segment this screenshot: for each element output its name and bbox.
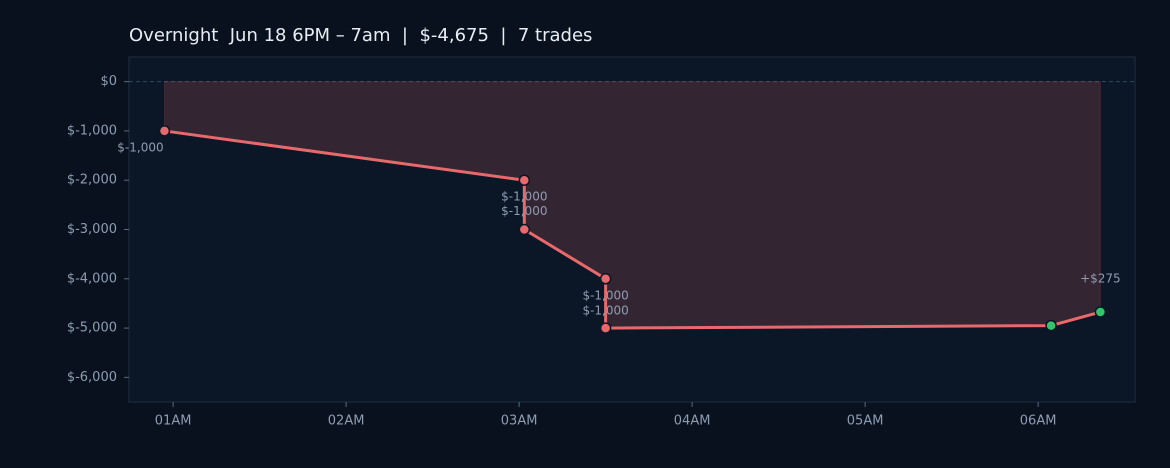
y-tick-label: $-3,000 [67, 222, 117, 237]
trade-label: $-1,000 [582, 288, 628, 302]
trade-point [1094, 306, 1107, 318]
x-tick-label: 05AM [847, 414, 884, 429]
trade-label: $-1,000 [501, 204, 547, 218]
trade-label: $-1,000 [582, 304, 628, 318]
y-tick-label: $-1,000 [67, 123, 117, 138]
x-tick-label: 04AM [674, 414, 711, 429]
x-tick-label: 06AM [1020, 414, 1057, 429]
trade-point [518, 223, 531, 236]
y-tick-label: $-2,000 [67, 173, 117, 188]
trade-point [599, 322, 612, 334]
trade-label: $-1,000 [117, 140, 163, 154]
trade-label: $-1,000 [501, 190, 547, 204]
x-tick-label: 02AM [328, 414, 365, 429]
x-tick-label: 01AM [155, 414, 192, 429]
trade-label: +$275 [1080, 272, 1121, 286]
x-tick-label: 03AM [501, 414, 538, 429]
y-tick-label: $-6,000 [67, 370, 117, 385]
y-tick-label: $-4,000 [67, 271, 117, 286]
trade-point [1045, 319, 1057, 332]
plot-area [128, 56, 1136, 403]
y-tick-label: $0 [100, 74, 117, 89]
trade-point [158, 125, 171, 137]
trade-point [518, 174, 531, 186]
trade-point [599, 273, 612, 285]
chart-title: Overnight Jun 18 6PM – 7am | $-4,675 | 7… [129, 25, 592, 46]
y-tick-label: $-5,000 [67, 321, 117, 336]
